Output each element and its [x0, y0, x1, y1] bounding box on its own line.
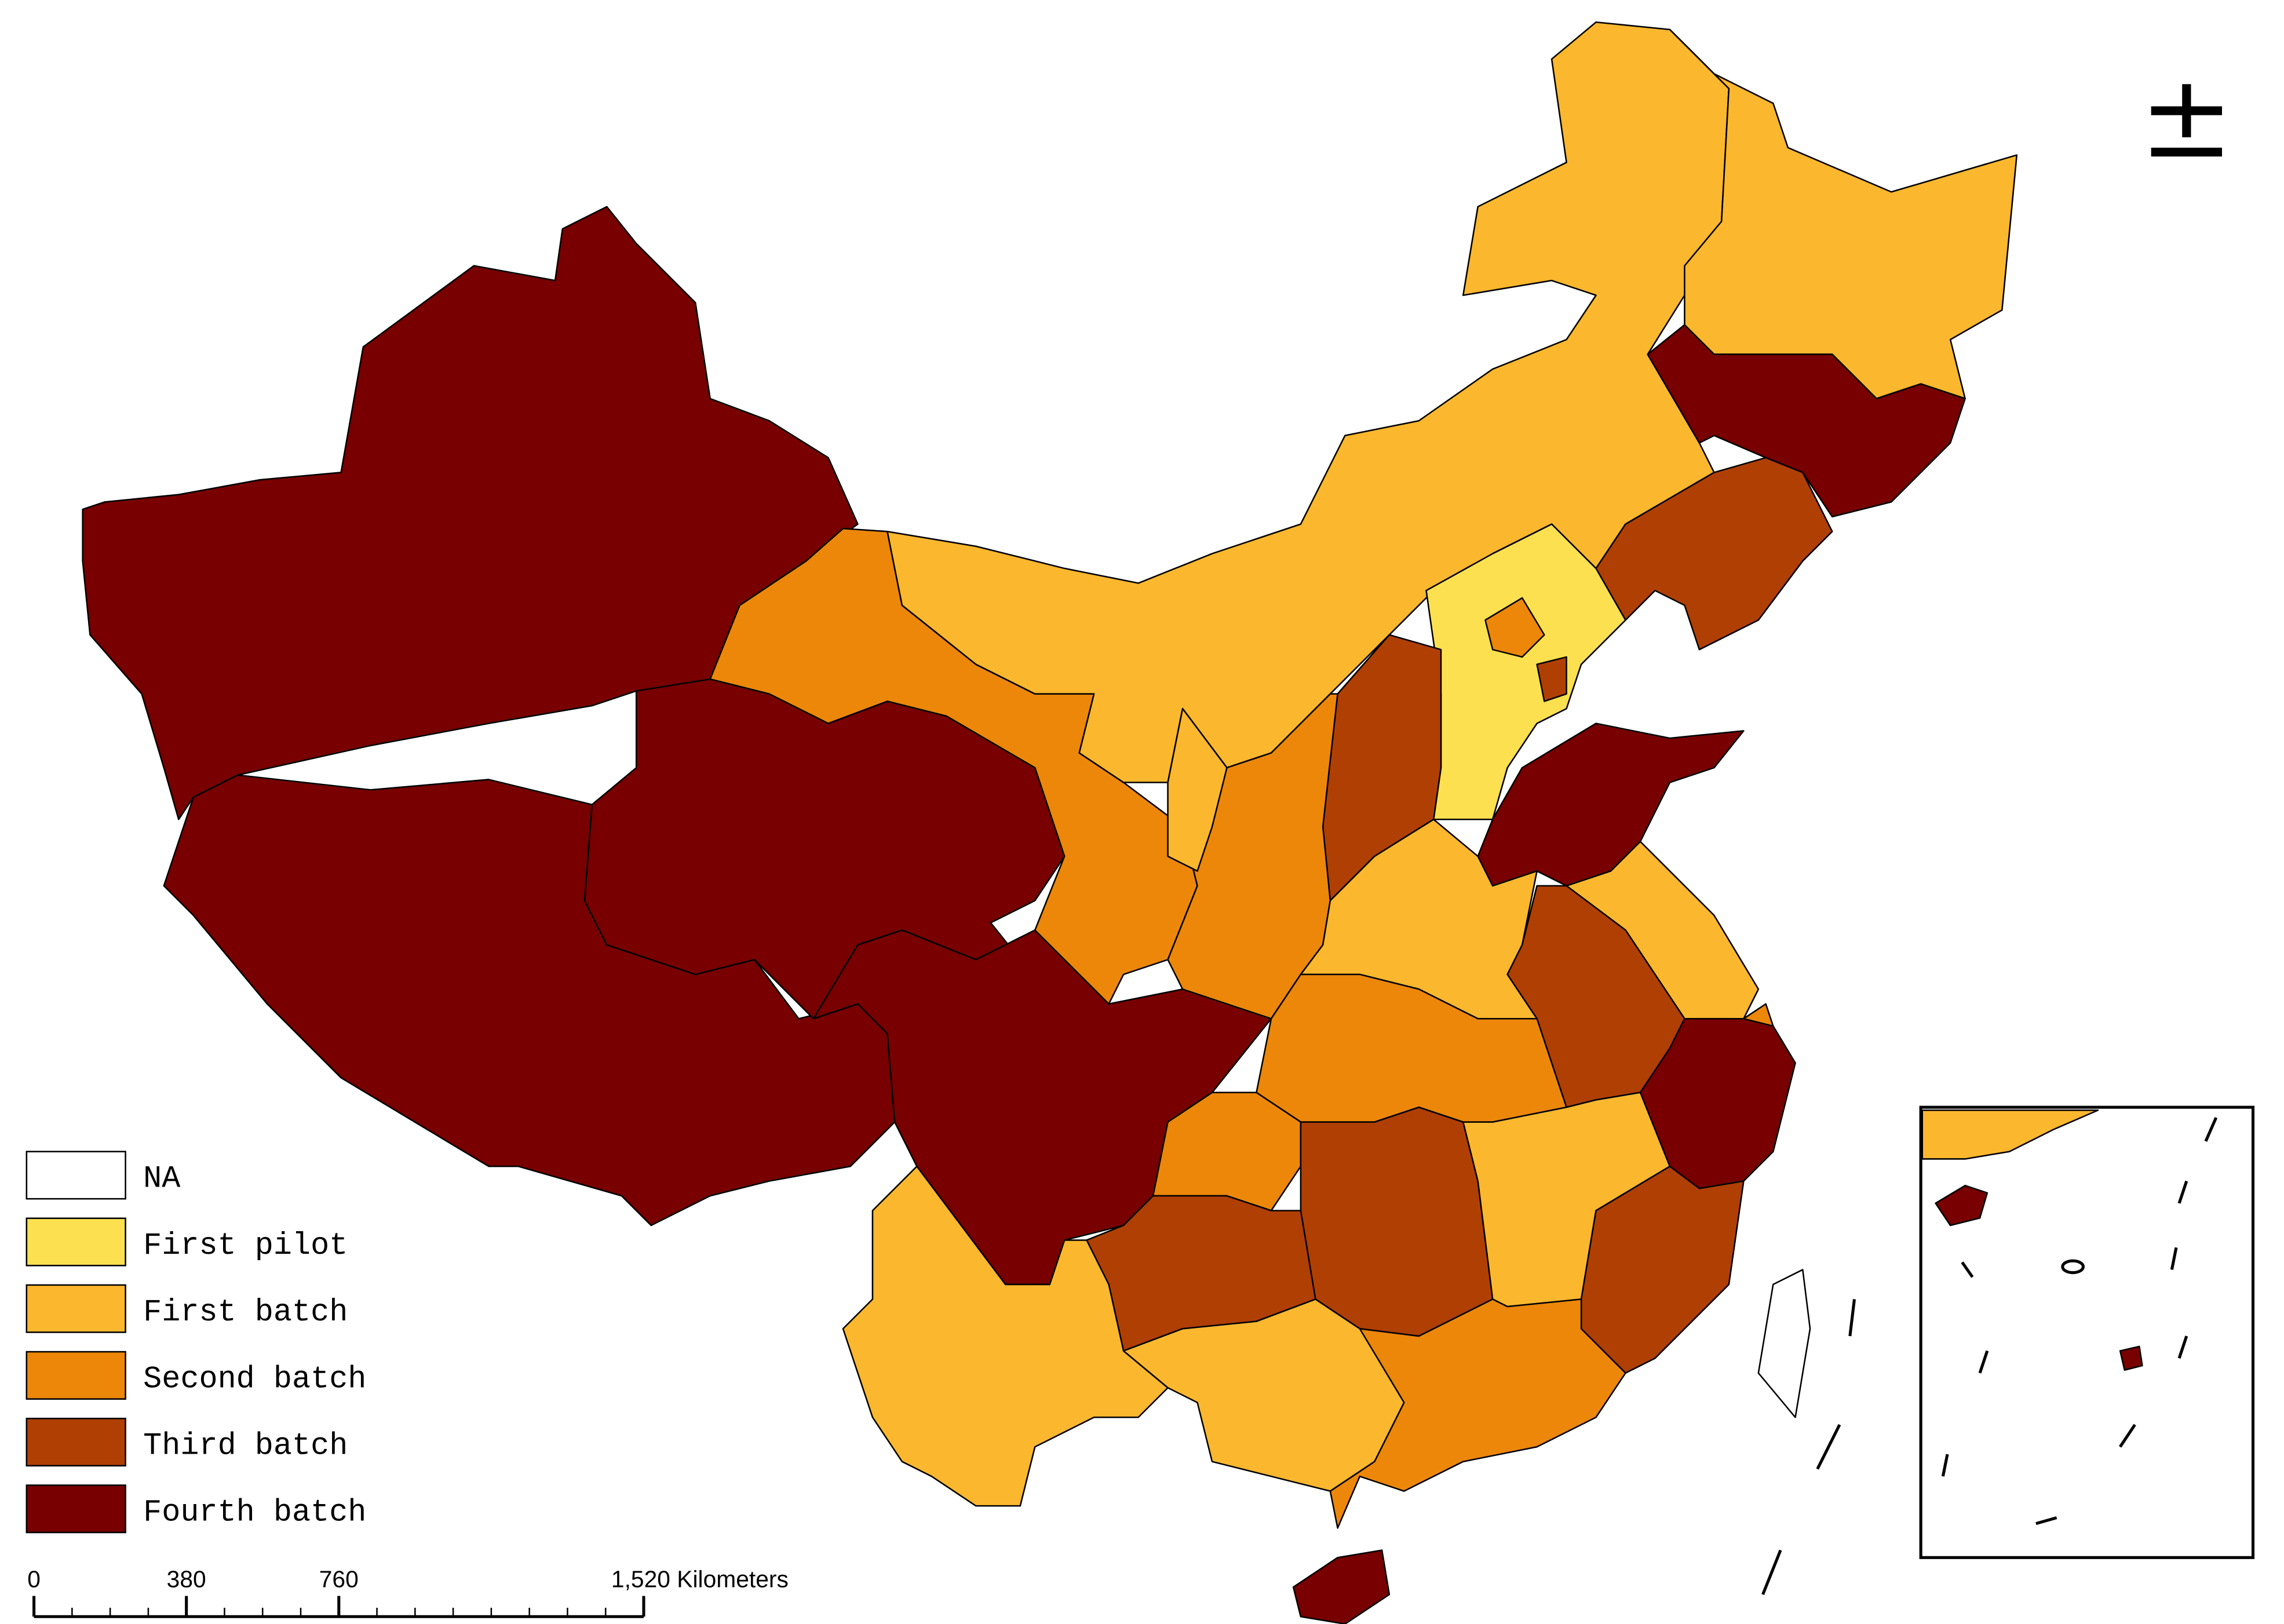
province: [1647, 324, 1966, 518]
province: [82, 206, 859, 820]
legend-label: NA: [143, 1162, 181, 1197]
province: [1292, 1549, 1391, 1624]
legend-label: Fourth batch: [143, 1495, 366, 1531]
legend-label: Third batch: [143, 1428, 348, 1464]
legend-swatch: [25, 1284, 126, 1333]
province: [1921, 1109, 2099, 1160]
province: [1595, 457, 1833, 651]
legend-label: Second batch: [143, 1362, 366, 1397]
legend-swatch: [25, 1418, 126, 1467]
legend-swatch: [25, 1217, 126, 1267]
province: [1329, 1298, 1626, 1529]
province: [1536, 656, 1567, 702]
scale-label: 0: [27, 1565, 41, 1592]
province: [1935, 1184, 1989, 1227]
legend-swatch: [25, 1351, 126, 1400]
province: [1757, 1269, 1811, 1418]
north-arrow: [2151, 84, 2222, 157]
provinces: [82, 21, 2018, 1624]
scale-label: 380: [167, 1565, 206, 1592]
inset: [1919, 1105, 2255, 1559]
legend-label: First pilot: [143, 1228, 348, 1264]
scale-label: 1,520 Kilometers: [611, 1565, 789, 1592]
province: [1300, 1106, 1494, 1337]
islands: [1761, 1299, 1856, 1595]
legend-label: First batch: [143, 1295, 348, 1330]
scale-bar: 0 380 760 1,520 Kilometers: [27, 1565, 789, 1618]
province: [886, 21, 1730, 783]
province: [1484, 597, 1545, 658]
province: [1167, 707, 1228, 872]
legend: NA First pilot First batch Second batch Thir…: [25, 1151, 366, 1534]
legend-swatch: [25, 1484, 126, 1534]
legend-swatch: [25, 1151, 126, 1200]
province: [2119, 1345, 2143, 1371]
province: [842, 1165, 1169, 1507]
scale-label: 760: [319, 1565, 359, 1592]
